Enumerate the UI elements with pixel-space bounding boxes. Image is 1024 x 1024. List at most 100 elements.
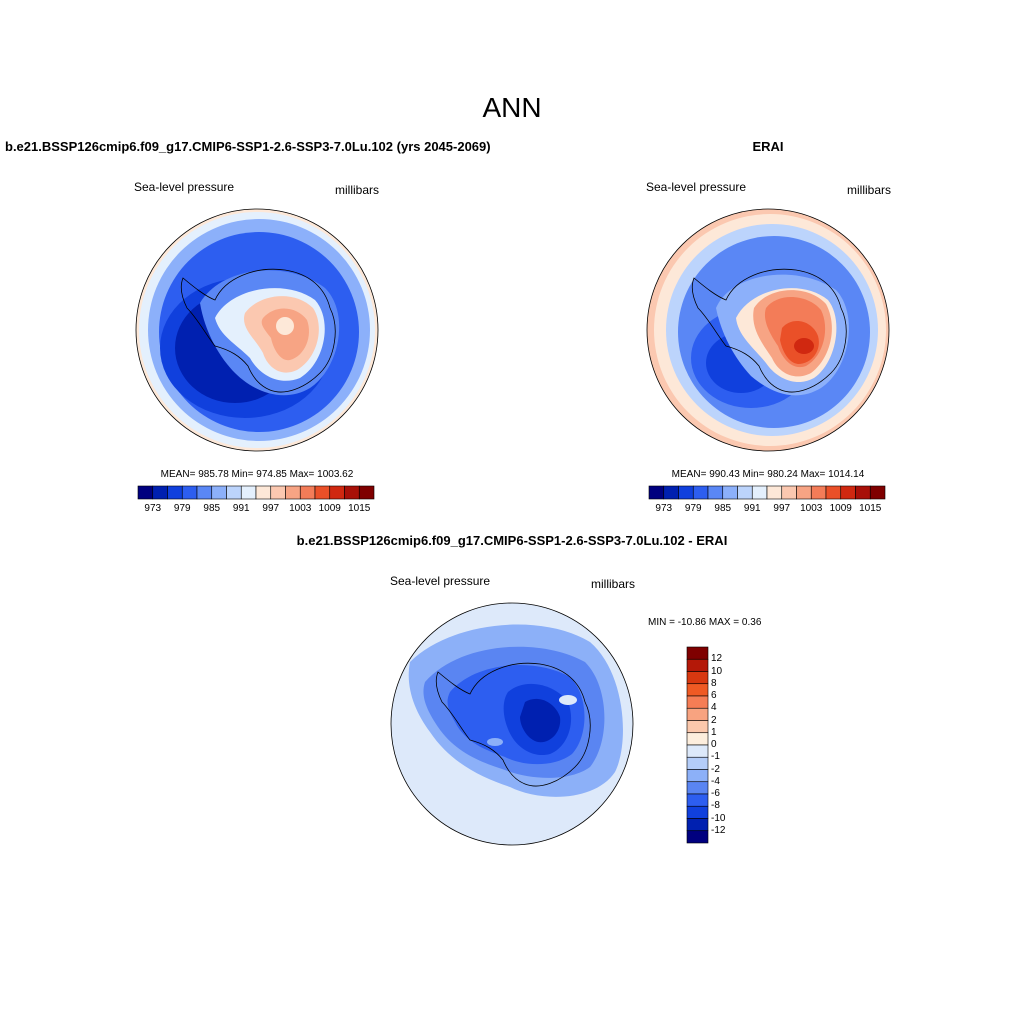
panel-diff-colorbar-box: [686, 781, 709, 795]
panel-diff-units-label: millibars: [591, 577, 636, 591]
panel-diff-colorbar-box: [686, 793, 709, 807]
panel-diff-colorbar-tick-label: -10: [711, 812, 726, 824]
panel-model-colorbar-box: [211, 485, 227, 500]
panel-model-colorbar-box: [299, 485, 316, 500]
panel-obs-colorbar-tick-label: 1009: [829, 503, 852, 514]
panel-obs-variable-label: Sea-level pressure: [646, 180, 747, 194]
panel-obs-colorbar-box: [722, 485, 738, 500]
panel-model-colorbar-tick-label: 997: [262, 503, 280, 514]
panel-model-colorbar-box: [314, 485, 331, 500]
panel-obs-colorbar-box: [781, 485, 797, 500]
panel-model-colorbar-box: [167, 485, 183, 500]
panel-model-colorbar-box: [344, 485, 360, 500]
panel-model-colorbar-box: [358, 485, 375, 500]
panel-diff-colorbar-tick-label: -8: [711, 800, 720, 812]
panel-model-colorbar-box: [152, 485, 168, 500]
panel-diff-colorbar-box: [686, 732, 709, 746]
panel-diff-colorbar-tick-label: 1: [711, 726, 717, 738]
panel-model-variable-label: Sea-level pressure: [134, 180, 235, 194]
panel-obs-colorbar-box: [766, 485, 783, 500]
panel-obs-colorbar-box: [737, 485, 753, 500]
panel-obs-colorbar-box: [751, 485, 768, 500]
panel-diff-variable-label: Sea-level pressure: [390, 574, 491, 588]
panel-diff-colorbar-tick-label: -2: [711, 763, 720, 775]
panel-obs-colorbar-tick-label: 1003: [800, 503, 823, 514]
panel-model-colorbar-box: [329, 485, 345, 500]
panel-model-colorbar-box: [196, 485, 213, 500]
figure-title: ANN: [482, 92, 542, 123]
panel-diff-colorbar-box: [686, 658, 709, 672]
panel-diff-colorbar-box: [686, 756, 709, 770]
panel-model-colorbar-box: [181, 485, 198, 500]
panel-diff-colorbar-tick-label: -6: [711, 788, 720, 799]
panel-model-colorbar-tick-label: 1009: [318, 503, 341, 514]
panel-obs-colorbar-box: [692, 485, 709, 500]
panel-diff-stats: MIN = -10.86 MAX = 0.36: [648, 617, 762, 628]
panel-obs-colorbar-ticks: 973 979 985 991 997 1003 1009 1015: [649, 503, 885, 515]
panel-diff-colorbar-tick-label: -12: [711, 824, 726, 836]
panel-model-colorbar-box: [226, 485, 242, 500]
panel-obs-colorbar-box: [663, 485, 679, 500]
panel-diff-colorbar-tick-label: 6: [711, 690, 717, 701]
panel-diff-colorbar-box: [686, 818, 709, 832]
panel-obs-map: [646, 208, 890, 452]
panel-model-colorbar-box: [240, 485, 257, 500]
panel-diff-colorbar-tick-label: -4: [711, 775, 720, 787]
panel-obs-colorbar-tick-label: 991: [743, 503, 761, 514]
panel-diff-colorbar-ticks: 12 10 8 6 4 2 1 0 -1 -2 -4 -6 -8 -10 -12: [711, 647, 751, 843]
panel-diff-colorbar-tick-label: 2: [711, 714, 717, 726]
panel-obs-units-label: millibars: [847, 183, 892, 197]
panel-model-colorbar-tick-label: 1003: [289, 503, 312, 514]
panel-diff-title: b.e21.BSSP126cmip6.f09_g17.CMIP6-SSP1-2.…: [296, 533, 728, 548]
panel-obs-colorbar-box: [678, 485, 694, 500]
panel-diff-colorbar-box: [686, 646, 709, 660]
panel-model-colorbar: [137, 485, 375, 500]
panel-obs-colorbar-tick-label: 997: [773, 503, 791, 514]
panel-diff-colorbar-box: [686, 769, 709, 783]
panel-obs-colorbar-tick-label: 973: [655, 503, 673, 514]
panel-model-colorbar-tick-label: 985: [203, 503, 221, 514]
panel-diff-colorbar-tick-label: 0: [711, 739, 717, 750]
panel-model-colorbar-box: [255, 485, 272, 500]
panel-model-colorbar-box: [285, 485, 301, 500]
panel-obs-colorbar-box: [810, 485, 827, 500]
panel-model-colorbar-tick-label: 1015: [348, 503, 371, 514]
panel-model-colorbar-tick-label: 991: [232, 503, 250, 514]
panel-model-colorbar-tick-label: 973: [144, 503, 162, 514]
panel-diff-colorbar-box: [686, 805, 709, 819]
panel-obs-colorbar-tick-label: 979: [684, 503, 702, 514]
panel-model-colorbar-box: [137, 485, 154, 500]
panel-diff-colorbar: [686, 646, 709, 844]
panel-diff-colorbar-tick-label: 8: [711, 677, 717, 689]
panel-diff-colorbar-box: [686, 720, 709, 734]
panel-model-title: b.e21.BSSP126cmip6.f09_g17.CMIP6-SSP1-2.…: [5, 139, 491, 154]
panel-obs-colorbar: [648, 485, 886, 500]
panel-diff-map: [390, 602, 634, 846]
panel-obs-colorbar-box: [840, 485, 856, 500]
panel-diff-colorbar-box: [686, 683, 709, 697]
panel-obs-title: ERAI: [752, 139, 784, 154]
panel-obs-colorbar-tick-label: 1015: [859, 503, 882, 514]
panel-diff-colorbar-tick-label: 12: [711, 653, 723, 665]
panel-obs-stats: MEAN= 990.43 Min= 980.24 Max= 1014.14: [671, 469, 865, 480]
panel-obs-colorbar-box: [648, 485, 665, 500]
panel-diff-colorbar-box: [686, 695, 709, 709]
panel-diff-colorbar-tick-label: 10: [711, 665, 723, 677]
panel-diff-colorbar-box: [686, 744, 709, 758]
panel-obs-colorbar-box: [869, 485, 886, 500]
panel-model-colorbar-tick-label: 979: [173, 503, 191, 514]
panel-obs-colorbar-box: [796, 485, 812, 500]
panel-diff-colorbar-tick-label: 4: [711, 702, 717, 714]
panel-obs-colorbar-box: [855, 485, 871, 500]
panel-model-colorbar-ticks: 973 979 985 991 997 1003 1009 1015: [138, 503, 374, 515]
panel-diff-colorbar-tick-label: -1: [711, 751, 720, 763]
panel-diff-colorbar-box: [686, 830, 709, 844]
panel-model-stats: MEAN= 985.78 Min= 974.85 Max= 1003.62: [160, 469, 354, 480]
panel-obs-colorbar-box: [825, 485, 842, 500]
panel-model-units-label: millibars: [335, 183, 380, 197]
panel-diff-colorbar-box: [686, 707, 709, 721]
panel-model-colorbar-box: [270, 485, 286, 500]
panel-obs-colorbar-tick-label: 985: [714, 503, 732, 514]
panel-model-map: [135, 208, 379, 452]
panel-diff-colorbar-box: [686, 671, 709, 685]
